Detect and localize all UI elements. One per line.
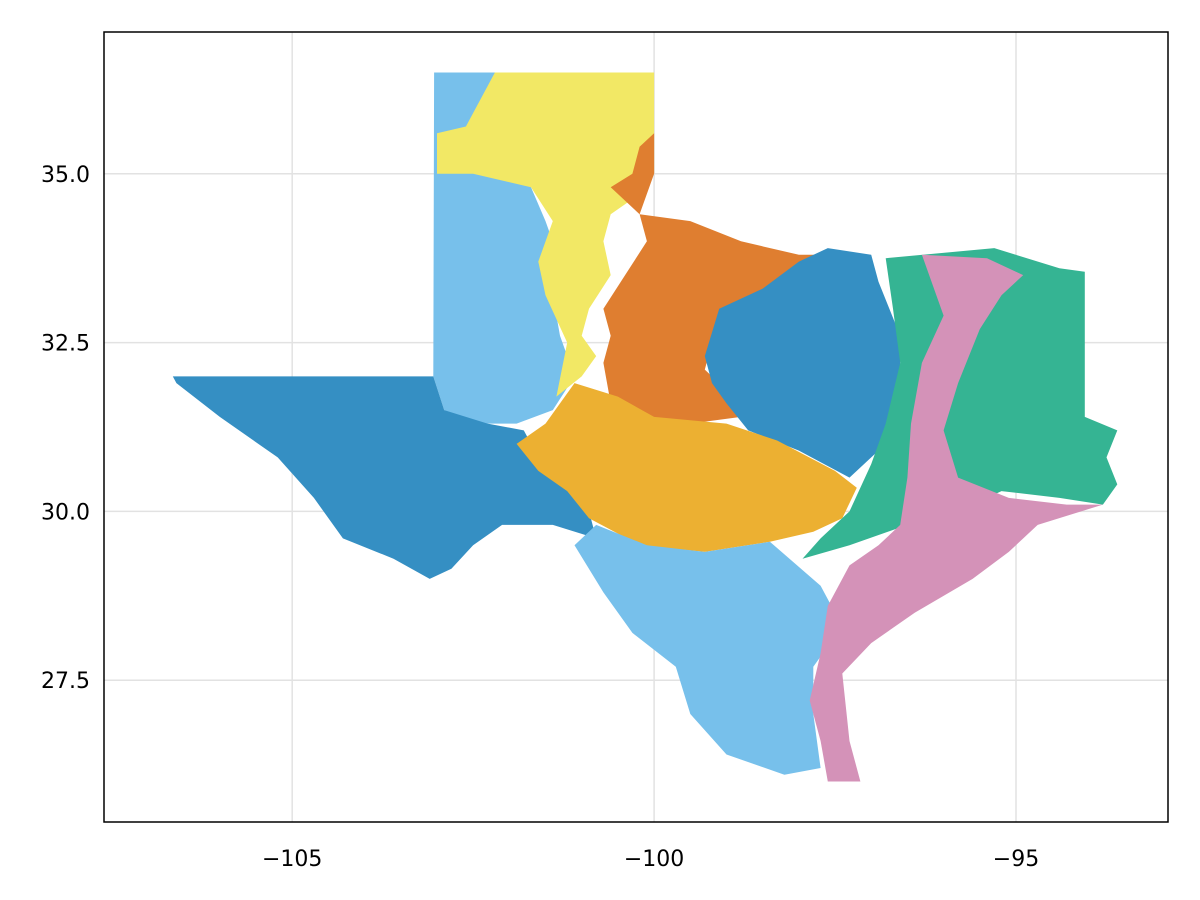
region-blackland-and-coastal-prairie [809,254,1103,782]
y-tick-label: 27.5 [41,669,90,694]
plot-frame [103,31,1169,823]
region-panhandle-north-plains [437,72,655,397]
region-north-central-blue [704,248,901,478]
region-piney-woods [802,248,1118,559]
y-tick-label: 35.0 [41,163,90,188]
map-regions [172,72,1118,782]
x-axis-ticks: −105 −100 −95 [262,847,1039,872]
region-rolling-plains-orange [603,133,821,438]
x-tick-label: −95 [993,847,1039,872]
region-trans-pecos-and-north-central [172,376,597,579]
x-tick-label: −100 [624,847,684,872]
region-edwards-plateau [516,383,857,552]
y-tick-label: 30.0 [41,500,90,525]
region-south-texas-plains [574,524,843,775]
y-axis-ticks: 27.5 30.0 32.5 35.0 [41,163,90,694]
x-tick-label: −105 [262,847,322,872]
y-tick-label: 32.5 [41,332,90,357]
